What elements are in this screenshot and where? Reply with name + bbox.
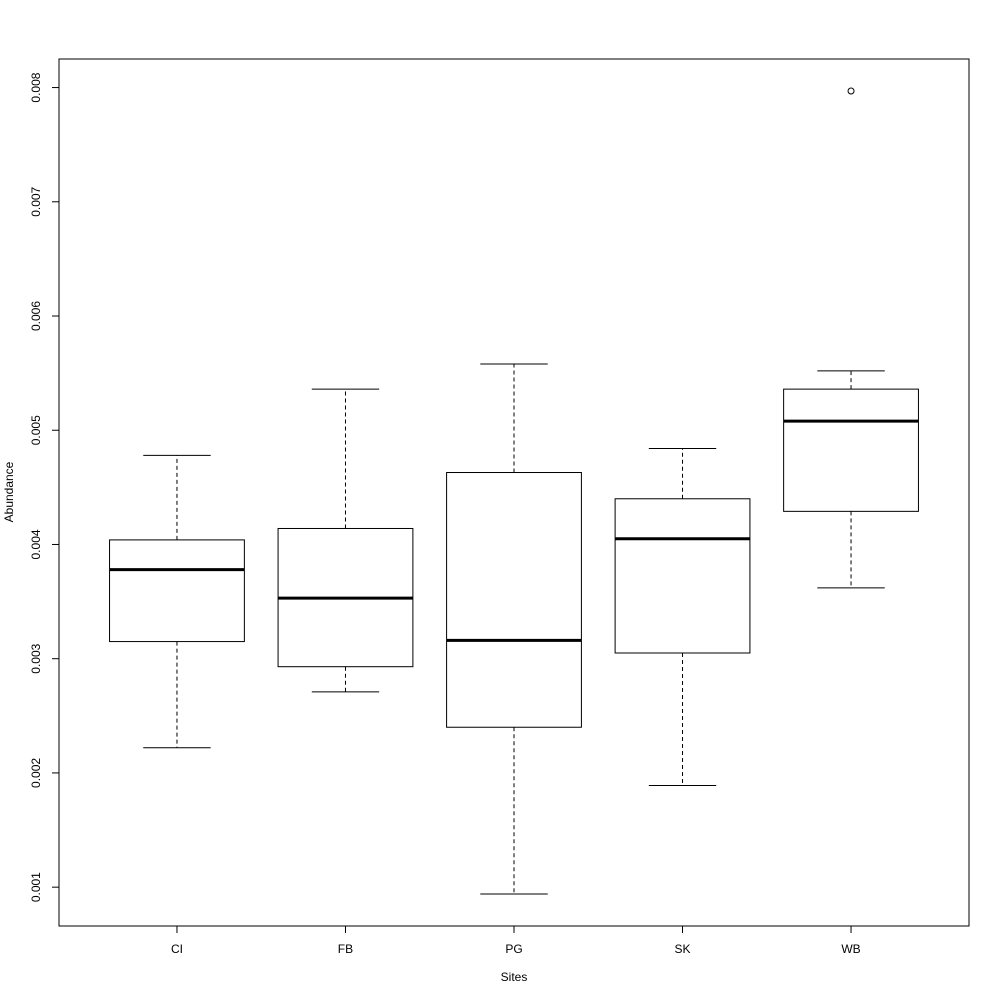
x-tick-label: PG	[505, 942, 522, 956]
y-tick-label: 0.006	[29, 301, 43, 331]
y-tick-label: 0.008	[29, 72, 43, 102]
box	[109, 539, 245, 643]
x-axis-label: Sites	[501, 970, 528, 984]
y-tick-label: 0.003	[29, 643, 43, 673]
outlier	[847, 87, 855, 95]
box	[446, 472, 582, 728]
x-tick-label: SK	[675, 942, 691, 956]
y-tick-label: 0.001	[29, 872, 43, 902]
x-tick-label: CI	[171, 942, 183, 956]
y-axis-label: Abundance	[2, 461, 16, 522]
x-tick-label: WB	[841, 942, 860, 956]
y-tick-label: 0.005	[29, 415, 43, 445]
box	[614, 498, 751, 654]
box	[783, 388, 919, 512]
y-tick-label: 0.002	[29, 758, 43, 788]
y-tick-label: 0.007	[29, 186, 43, 216]
x-tick-label: FB	[338, 942, 353, 956]
y-tick-label: 0.004	[29, 529, 43, 559]
